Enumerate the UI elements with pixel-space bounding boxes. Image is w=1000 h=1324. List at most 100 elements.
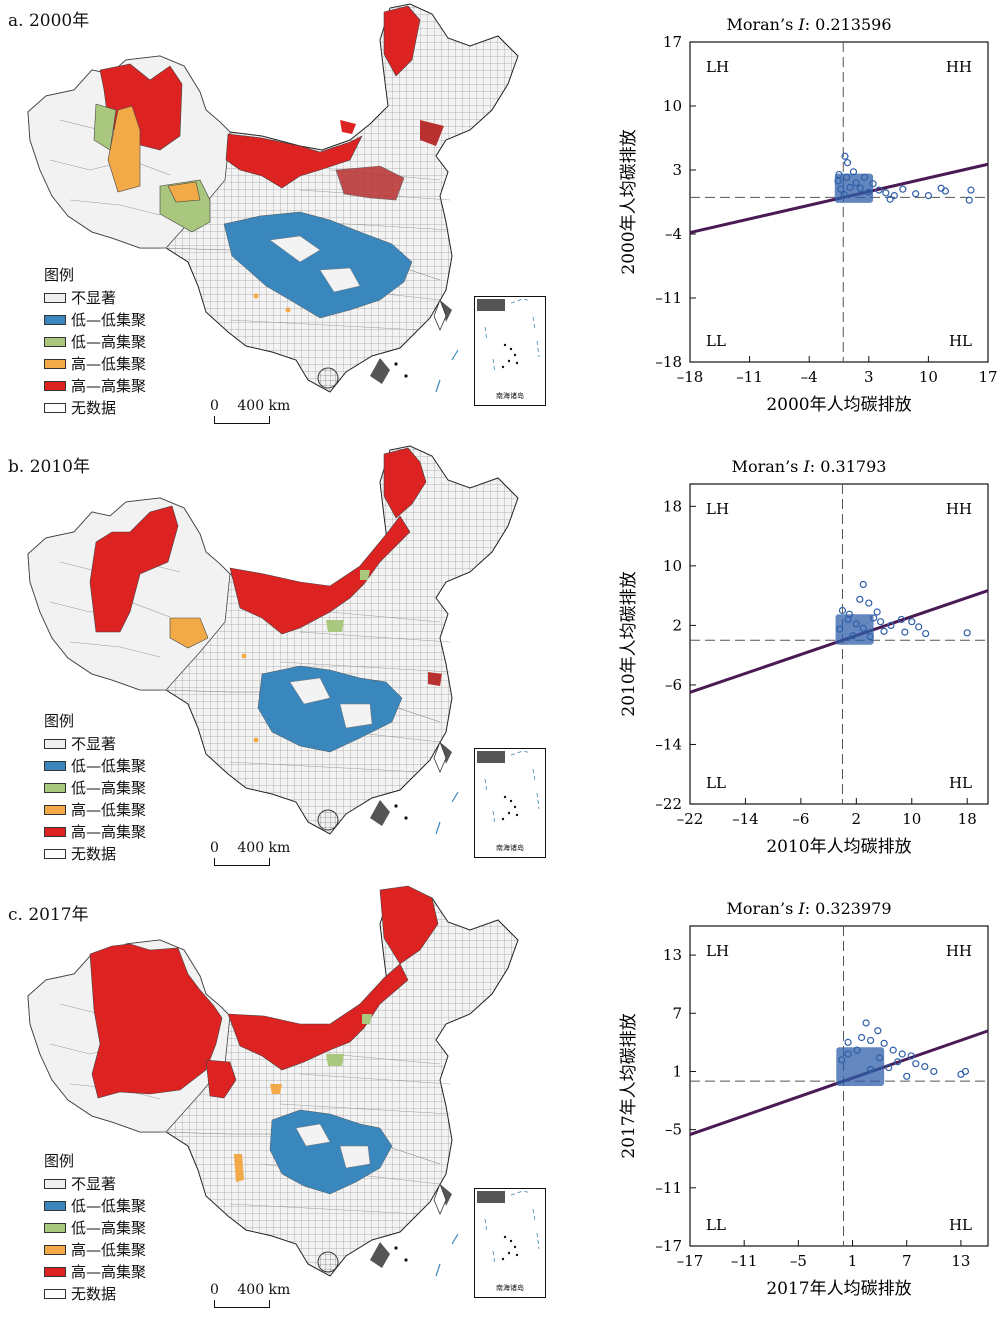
x-tick-label: –11 [736,368,763,386]
data-point [836,625,844,633]
legend-title: 图例 [44,266,75,284]
legend-swatch [44,761,66,771]
data-point [859,624,867,632]
x-tick-label: 2 [852,810,862,828]
data-point [876,618,885,626]
legend-label: 高—低集聚 [71,1241,147,1259]
y-tick-label: –4 [665,225,682,243]
legend-item: 无数据 [44,397,146,419]
data-point [912,1060,920,1068]
legend-item: 无数据 [44,1283,146,1305]
legend-item: 低—低集聚 [44,309,146,331]
legend-label: 高—高集聚 [71,1263,147,1281]
legend-swatch [44,403,66,413]
legend-swatch [44,381,66,391]
data-point [967,186,975,194]
scale-zero: 0 [210,1282,219,1298]
data-point [882,189,890,197]
title-italic: I [797,15,805,34]
data-point [857,1033,866,1042]
inset-map [476,298,540,374]
panel-label: c. 2017年 [8,905,89,925]
y-tick-label: 10 [663,97,682,115]
data-point [865,599,873,607]
x-tick-label: 13 [951,1252,970,1270]
data-point [875,186,883,194]
scatter-2017: Moran’s I: 0.323979 –17 –11 –5 1 7 13 –17 –11 –5 1… [619,899,989,1299]
data-point [899,185,907,193]
legend-title: 图例 [44,712,75,730]
data-point [915,623,923,631]
legend-swatch [44,359,66,369]
y-tick-label: 18 [663,497,682,515]
y-axis-label: 2000年人均碳排放 [619,129,639,274]
legend-item: 低—高集聚 [44,331,146,353]
inset-label: 南海诸岛 [496,844,524,852]
data-point [897,615,905,624]
legend: 图例 不显著 低—低集聚 低—高集聚 高—低集聚 高—高集聚 无数据 [44,264,146,419]
legend-swatch [44,739,66,749]
x-tick-label: 10 [902,810,921,828]
legend-swatch [44,1289,66,1299]
plot-frame [689,925,989,1247]
quadrant-label: LL [706,1216,726,1234]
y-tick-label: –11 [655,1179,682,1197]
scale-bar: 0 400 km [210,840,290,856]
legend-item: 高—低集聚 [44,799,146,821]
legend-item: 低—低集聚 [44,755,146,777]
quadrant-label: HL [949,1216,972,1234]
legend-item: 无数据 [44,843,146,865]
scale-line [214,416,270,424]
legend-swatch [44,783,66,793]
data-point [924,192,932,200]
quadrant-label: HL [949,774,972,792]
legend-swatch [44,1267,66,1277]
data-point [852,179,860,187]
point-cluster [834,173,874,203]
data-point [886,195,894,203]
legend-swatch [44,1179,66,1189]
scale-zero: 0 [210,398,219,414]
legend-label: 不显著 [71,289,117,307]
y-tick-label: 7 [672,1004,682,1022]
data-point [843,159,852,167]
legend-title: 图例 [44,1152,75,1170]
quadrant-label: LH [706,500,729,518]
title-prefix: Moran’s [726,15,798,34]
legend-label: 高—高集聚 [71,377,147,395]
plot-frame [689,483,989,805]
panel-label: a. 2000年 [8,11,90,31]
data-point [912,190,920,198]
legend-label: 低—高集聚 [71,779,147,797]
data-point [849,632,857,640]
legend-item: 低—高集聚 [44,777,146,799]
chart-title: Moran’s I: 0.31793 [732,457,887,476]
data-point [843,173,851,181]
quadrant-label: HH [946,58,972,76]
data-point [903,1072,911,1080]
legend-label: 无数据 [71,845,117,863]
x-axis-label: 2017年人均碳排放 [766,1279,911,1299]
data-point [838,606,847,615]
data-point [852,620,860,628]
y-tick-label: –11 [655,289,682,307]
quadrant-label: LL [706,774,726,792]
data-point [876,1054,884,1062]
data-point [856,184,864,192]
title-italic: I [802,457,810,476]
y-tick-label: 17 [663,33,682,51]
y-tick-label: 10 [663,557,682,575]
scale-line [214,858,270,866]
inset-map [476,1190,540,1266]
y-tick-label: 1 [672,1062,682,1080]
data-point [859,580,867,589]
quadrant-label: HH [946,500,972,518]
y-tick-label: –6 [665,676,682,694]
inset-label: 南海诸岛 [496,392,524,400]
data-point [838,1056,846,1064]
legend-item: 高—高集聚 [44,1261,146,1283]
data-point [930,1067,938,1076]
data-point [853,1046,861,1054]
data-point [867,1065,875,1074]
inset-label: 南海诸岛 [496,1284,524,1292]
